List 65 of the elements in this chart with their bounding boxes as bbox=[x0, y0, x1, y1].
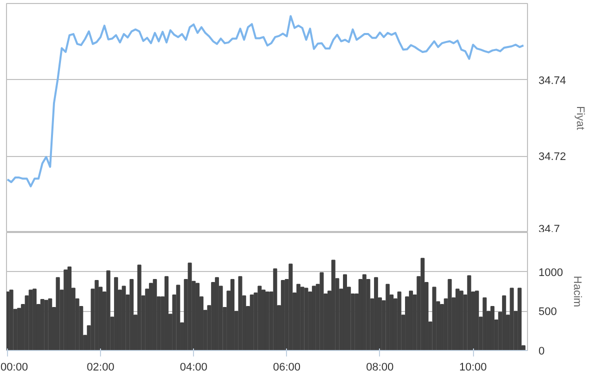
bar bbox=[273, 268, 278, 350]
x-tick-label: 10:00 bbox=[459, 362, 487, 374]
bar bbox=[490, 306, 494, 350]
bar bbox=[362, 274, 366, 350]
bar bbox=[456, 288, 460, 350]
y-tick-label: 34.74 bbox=[538, 74, 566, 87]
bar bbox=[288, 264, 293, 350]
bar bbox=[261, 290, 266, 350]
bar bbox=[408, 290, 413, 350]
bar bbox=[114, 277, 118, 350]
bar bbox=[196, 282, 200, 350]
bar bbox=[304, 288, 308, 350]
bar bbox=[502, 295, 506, 350]
bar bbox=[238, 276, 242, 350]
bar bbox=[67, 266, 72, 350]
bar bbox=[188, 262, 192, 350]
bar bbox=[448, 279, 452, 350]
bar bbox=[467, 275, 472, 350]
bar bbox=[152, 279, 157, 350]
bar bbox=[32, 288, 37, 350]
bar bbox=[510, 288, 514, 350]
y-tick-label: 34.72 bbox=[538, 151, 566, 164]
bar bbox=[258, 286, 262, 350]
bar bbox=[482, 297, 487, 350]
bar bbox=[265, 292, 270, 350]
x-tick-label: 06:00 bbox=[273, 362, 301, 374]
bar bbox=[137, 264, 142, 350]
y-axis-title: Hacim bbox=[570, 276, 583, 308]
bar bbox=[48, 298, 52, 350]
bar bbox=[106, 270, 110, 350]
bar bbox=[280, 280, 285, 350]
y-tick-label: 1000 bbox=[538, 266, 563, 279]
bar bbox=[56, 277, 60, 350]
bar bbox=[94, 280, 99, 350]
line-series bbox=[6, 15, 524, 188]
bar bbox=[320, 272, 324, 350]
bar bbox=[518, 288, 522, 350]
x-tick-label: 02:00 bbox=[86, 362, 114, 374]
y-axis-title: Fiyat bbox=[574, 106, 586, 130]
bar bbox=[386, 284, 390, 350]
bar bbox=[312, 286, 316, 350]
bar bbox=[28, 290, 33, 350]
bar bbox=[164, 276, 169, 350]
bar bbox=[17, 308, 22, 350]
bar bbox=[420, 258, 425, 350]
bar bbox=[176, 284, 180, 350]
bar bbox=[432, 286, 436, 350]
bar bbox=[230, 279, 234, 350]
bar bbox=[64, 269, 68, 350]
bar bbox=[397, 292, 402, 350]
y-tick-label: 0 bbox=[538, 346, 545, 358]
bar bbox=[9, 290, 14, 350]
bar bbox=[374, 277, 378, 350]
bar bbox=[148, 282, 153, 350]
x-tick-label: 04:00 bbox=[180, 362, 208, 374]
bar bbox=[342, 274, 347, 350]
bar bbox=[130, 279, 134, 350]
bar bbox=[214, 277, 219, 350]
y-tick-label: 500 bbox=[538, 306, 557, 318]
bar bbox=[296, 284, 300, 350]
bar bbox=[44, 300, 48, 350]
x-tick-label: 00:00 bbox=[0, 362, 28, 374]
bar bbox=[6, 292, 10, 350]
bar bbox=[474, 290, 479, 350]
x-tick-label: 08:00 bbox=[366, 362, 394, 374]
